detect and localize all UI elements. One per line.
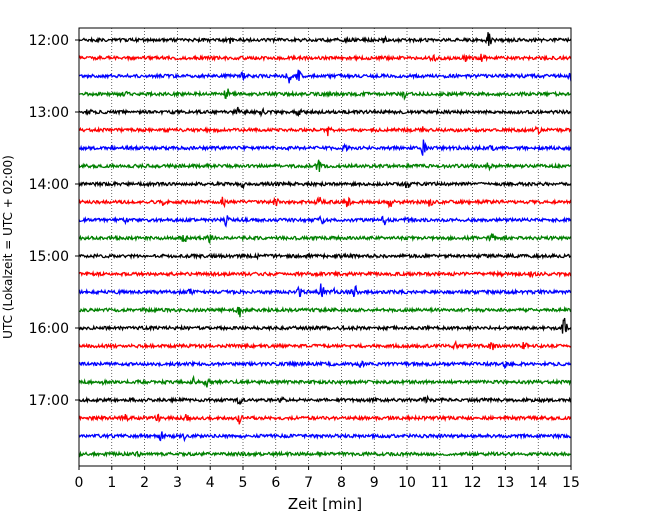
x-tick-label: 9 xyxy=(370,475,379,491)
trace-1200 xyxy=(78,32,572,46)
x-tick-label: 1 xyxy=(107,475,116,491)
trace-1415 xyxy=(78,196,572,209)
trace-1430 xyxy=(78,215,572,228)
trace-1645 xyxy=(78,374,572,388)
trace-1445 xyxy=(78,232,572,245)
trace-1345 xyxy=(78,159,572,172)
seismogram-traces xyxy=(78,32,572,458)
plot-frame xyxy=(78,27,572,467)
y-tick-label: 12:00 xyxy=(29,33,69,49)
x-axis: 0 1 2 3 4 5 6 7 8 9 10 11 12 13 14 15 xyxy=(75,466,580,491)
trace-1530 xyxy=(78,283,572,298)
trace-1700 xyxy=(78,394,572,406)
x-tick-label: 7 xyxy=(304,475,313,491)
x-tick-label: 6 xyxy=(271,475,280,491)
trace-1515 xyxy=(78,269,572,279)
trace-1400 xyxy=(78,180,572,191)
x-tick-label: 11 xyxy=(431,475,449,491)
grid-lines xyxy=(111,28,539,466)
trace-1500 xyxy=(78,252,572,261)
x-tick-label: 15 xyxy=(562,475,580,491)
trace-1715 xyxy=(78,413,572,425)
plot-area xyxy=(79,28,571,466)
trace-1615 xyxy=(78,339,572,351)
x-tick-label: 3 xyxy=(173,475,182,491)
trace-1545 xyxy=(78,305,572,318)
x-tick-label: 5 xyxy=(239,475,248,491)
y-tick-label: 13:00 xyxy=(29,105,69,121)
y-tick-label: 16:00 xyxy=(29,321,69,337)
x-tick-label: 10 xyxy=(398,475,416,491)
y-axis: 12:00 13:00 14:00 15:00 16:00 17:00 xyxy=(29,33,79,409)
trace-1300 xyxy=(78,106,572,118)
y-axis-label: UTC (Lokalzeit = UTC + 02:00) xyxy=(1,155,15,339)
trace-1730 xyxy=(78,431,572,443)
trace-1215 xyxy=(78,53,572,63)
x-tick-label: 14 xyxy=(529,475,547,491)
trace-1600 xyxy=(78,317,572,334)
y-tick-label: 15:00 xyxy=(29,249,69,265)
x-tick-label: 4 xyxy=(206,475,215,491)
x-tick-label: 8 xyxy=(337,475,346,491)
x-tick-label: 0 xyxy=(75,475,84,491)
trace-1630 xyxy=(78,359,572,370)
x-tick-label: 2 xyxy=(140,475,149,491)
trace-1315 xyxy=(78,125,572,137)
x-tick-label: 12 xyxy=(464,475,482,491)
y-tick-label: 14:00 xyxy=(29,177,69,193)
x-tick-label: 13 xyxy=(496,475,514,491)
trace-1230 xyxy=(78,69,572,84)
x-axis-label: Zeit [min] xyxy=(288,495,362,513)
trace-1245 xyxy=(78,88,572,101)
trace-1745 xyxy=(78,450,572,458)
y-tick-label: 17:00 xyxy=(29,393,69,409)
trace-1330 xyxy=(78,139,572,156)
